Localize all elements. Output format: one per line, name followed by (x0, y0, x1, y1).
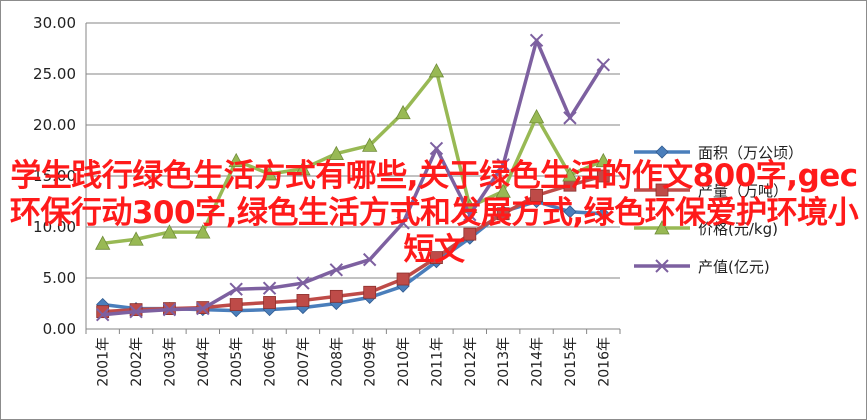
x-tick-label: 2002年 (129, 337, 145, 387)
x-tick-label: 2011年 (429, 337, 445, 387)
data-point-2 (195, 224, 211, 239)
data-point-2 (228, 152, 244, 168)
data-point-3 (596, 58, 611, 72)
y-tick-label: 5.00 (43, 269, 76, 287)
data-point-3 (496, 158, 510, 172)
legend-swatch-marker (654, 220, 670, 235)
x-tick-label: 2010年 (396, 337, 412, 387)
data-point-3 (162, 302, 177, 317)
data-point-3 (529, 33, 544, 48)
data-point-1 (129, 303, 143, 317)
data-point-3 (229, 282, 243, 296)
x-tick-label: 2003年 (162, 337, 178, 387)
data-point-1 (296, 294, 310, 307)
data-point-3 (563, 111, 577, 125)
data-point-2 (295, 161, 311, 176)
x-tick-label: 2012年 (463, 337, 479, 387)
data-point-2 (261, 166, 278, 181)
series-line-2 (102, 69, 605, 246)
data-point-2 (128, 231, 144, 246)
y-tick-label: 30.00 (33, 14, 76, 32)
y-tick-label: 10.00 (33, 218, 76, 236)
data-point-1 (396, 272, 410, 286)
series-line-3 (102, 38, 605, 317)
data-point-1 (463, 227, 477, 241)
legend-swatch-marker (655, 145, 669, 159)
x-tick-label: 2008年 (329, 337, 345, 387)
legend-label: 产值(亿元) (698, 258, 770, 276)
data-point-3 (129, 304, 143, 319)
x-tick-label: 2001年 (96, 337, 112, 387)
legend-label: 价格(元/kg) (698, 220, 778, 238)
x-tick-label: 2006年 (263, 337, 279, 387)
data-point-2 (528, 108, 545, 124)
data-point-1 (530, 188, 543, 202)
legend-label: 面积（万公顷） (698, 144, 803, 162)
data-point-2 (95, 235, 111, 250)
data-point-2 (495, 183, 511, 198)
x-tick-label: 2014年 (530, 337, 546, 387)
data-point-3 (362, 252, 377, 267)
x-tick-label: 2007年 (296, 337, 312, 387)
y-tick-label: 20.00 (33, 116, 76, 134)
data-point-1 (263, 296, 276, 309)
data-point-1 (329, 289, 343, 303)
data-point-3 (396, 216, 410, 230)
data-point-1 (363, 285, 377, 299)
legend-label: 产量（万吨） (698, 182, 788, 200)
data-point-2 (562, 167, 578, 182)
legend-swatch-marker (655, 259, 669, 273)
y-tick-label: 15.00 (33, 167, 76, 185)
legend-swatch-marker (655, 183, 669, 197)
data-point-1 (430, 251, 443, 265)
data-point-2 (428, 63, 445, 78)
data-point-3 (463, 208, 477, 222)
data-point-3 (262, 281, 277, 295)
data-point-0 (596, 207, 610, 221)
x-tick-label: 2005年 (229, 337, 245, 387)
data-point-3 (296, 276, 310, 290)
data-point-2 (362, 137, 378, 152)
x-tick-label: 2013年 (496, 337, 512, 387)
series-line-1 (102, 174, 604, 314)
x-tick-label: 2016年 (596, 337, 612, 387)
data-point-2 (328, 145, 344, 160)
data-point-2 (595, 152, 611, 168)
data-point-2 (395, 104, 411, 120)
data-point-3 (196, 301, 210, 316)
x-tick-label: 2009年 (363, 337, 379, 387)
x-tick-label: 2015年 (563, 337, 579, 387)
data-point-0 (563, 205, 577, 219)
data-point-3 (95, 308, 110, 322)
data-point-3 (329, 263, 344, 277)
data-point-2 (161, 224, 178, 239)
x-tick-label: 2004年 (196, 337, 212, 387)
data-point-1 (496, 207, 510, 221)
data-point-1 (229, 298, 243, 311)
data-point-3 (429, 141, 444, 156)
y-tick-label: 0.00 (43, 320, 76, 338)
data-point-1 (596, 169, 610, 183)
y-tick-label: 25.00 (33, 65, 76, 83)
